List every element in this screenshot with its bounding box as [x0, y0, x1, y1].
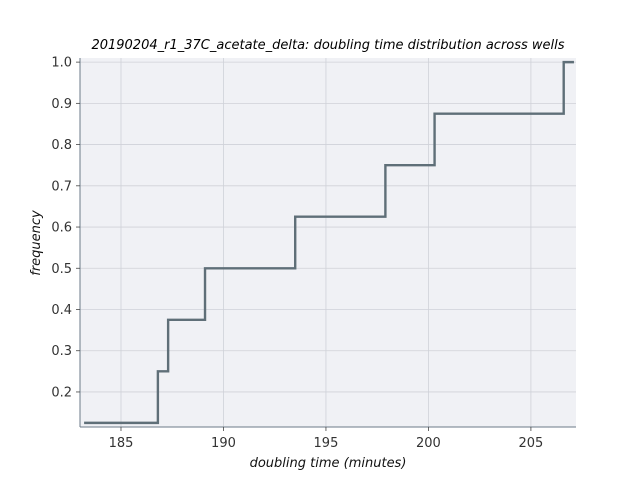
y-ticks: 0.2 0.3 0.4 0.5 0.6 0.7 0.8 0.9 1.0 — [51, 56, 80, 400]
y-tick-label: 0.8 — [51, 138, 72, 153]
y-tick-label: 1.0 — [51, 56, 72, 71]
x-tick-label: 185 — [109, 436, 134, 451]
plot-background — [80, 58, 576, 427]
axes — [79, 58, 576, 428]
y-tick-label: 0.2 — [51, 385, 72, 400]
x-tick-label: 200 — [416, 436, 441, 451]
y-tick-label: 0.3 — [51, 344, 72, 359]
y-tick-label: 0.4 — [51, 303, 72, 318]
y-tick-label: 0.6 — [51, 221, 72, 236]
series-layer — [84, 60, 574, 425]
x-axis-label: doubling time (minutes) — [250, 456, 407, 471]
x-ticks: 185 190 195 200 205 — [109, 427, 543, 451]
ecdf-step-line — [84, 60, 574, 425]
y-tick-label: 0.5 — [51, 262, 72, 277]
y-tick-label: 0.9 — [51, 97, 72, 112]
grid-lines — [80, 58, 576, 427]
y-axis-label: frequency — [29, 210, 44, 276]
x-tick-label: 195 — [314, 436, 339, 451]
chart-title: 20190204_r1_37C_acetate_delta: doubling … — [91, 38, 564, 53]
x-tick-label: 205 — [518, 436, 543, 451]
x-tick-label: 190 — [211, 436, 236, 451]
y-tick-label: 0.7 — [51, 179, 72, 194]
